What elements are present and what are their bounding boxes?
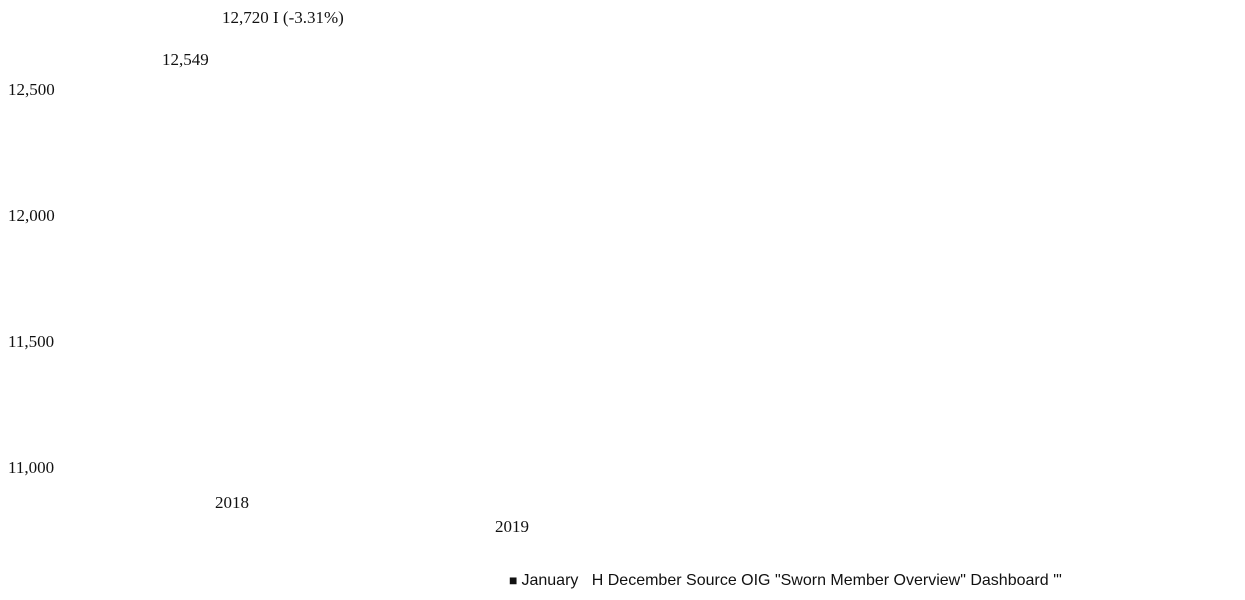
legend-label-january: January [521,572,579,589]
y-tick-label: 11,500 [8,332,55,351]
legend-label-december: December [607,572,682,589]
y-tick-label: 12,500 [8,80,55,99]
legend-marker-december: H [591,572,604,589]
y-tick-label: 12,000 [8,206,55,225]
source-note: Source OIG "Sworn Member Overview" Dashb… [686,572,1062,589]
legend: ■ January H December Source OIG "Sworn Me… [509,572,1062,590]
data-label-top: 12,720 I (-3.31%) [222,8,344,27]
data-label-2018: 12,549 [162,50,209,69]
legend-marker-january: ■ [509,572,518,588]
y-tick-label: 11,000 [8,458,55,477]
x-tick-label-2019: 2019 [495,517,529,536]
x-tick-label-2018: 2018 [215,493,249,512]
